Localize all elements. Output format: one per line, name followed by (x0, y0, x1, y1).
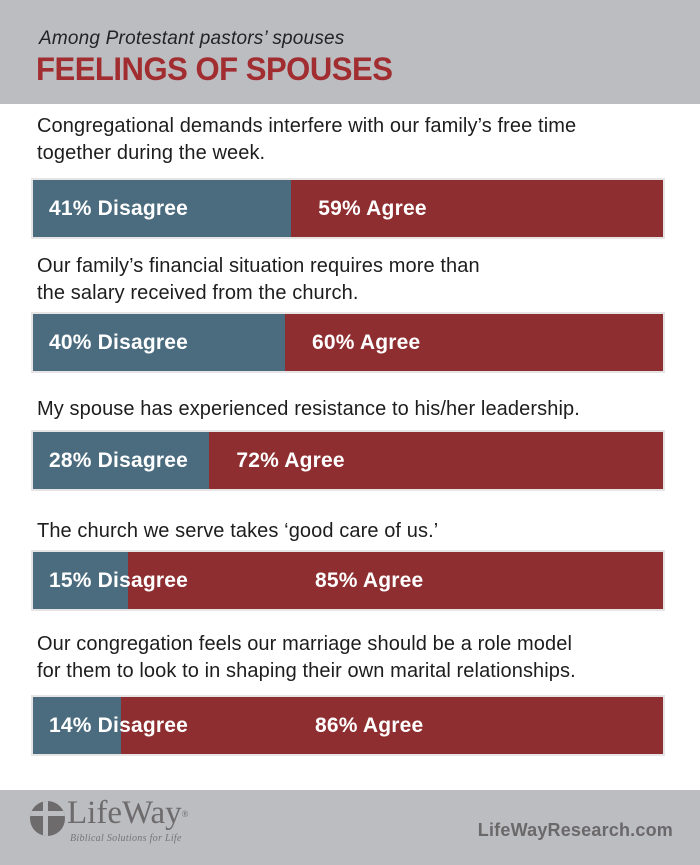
disagree-segment (33, 314, 285, 371)
disagree-segment (33, 432, 210, 489)
question-line: the salary received from the church. (37, 282, 359, 304)
disagree-segment (33, 180, 292, 237)
stacked-bar: 14% Disagree 86% Agree (31, 695, 665, 756)
question-line: Our congregation feels our marriage shou… (37, 633, 572, 655)
question-line: My spouse has experienced resistance to … (37, 398, 580, 420)
question-text: Our family’s financial situation require… (37, 253, 680, 307)
agree-label: 85% Agree (315, 569, 424, 592)
agree-label: 59% Agree (318, 197, 427, 220)
stacked-bar: 28% Disagree 72% Agree (31, 430, 665, 491)
footer-band: LifeWay® Biblical Solutions for Life Lif… (0, 790, 700, 865)
question-line: The church we serve takes ‘good care of … (37, 520, 439, 542)
lifeway-wordmark-text: LifeWay (67, 795, 182, 831)
lifeway-tagline: Biblical Solutions for Life (70, 833, 182, 844)
question-text: My spouse has experienced resistance to … (37, 396, 680, 423)
question-line: Our family’s financial situation require… (37, 255, 480, 277)
agree-label: 60% Agree (312, 331, 421, 354)
cross-vertical-bar (43, 801, 48, 836)
question-line: for them to look to in shaping their own… (37, 660, 576, 682)
agree-label: 72% Agree (236, 449, 345, 472)
cross-horizontal-bar (30, 811, 65, 816)
registered-mark: ® (181, 809, 189, 819)
question-text: Our congregation feels our marriage shou… (37, 631, 680, 685)
lifeway-globe-cross-icon (30, 801, 65, 836)
disagree-label: 14% Disagree (49, 714, 188, 737)
disagree-label: 41% Disagree (49, 197, 188, 220)
stacked-bar: 40% Disagree 60% Agree (31, 312, 665, 373)
disagree-label: 40% Disagree (49, 331, 188, 354)
disagree-label: 15% Disagree (49, 569, 188, 592)
header-band: Among Protestant pastors’ spouses FEELIN… (0, 0, 700, 104)
question-line: Congregational demands interfere with ou… (37, 115, 577, 137)
header-subtitle: Among Protestant pastors’ spouses (39, 28, 345, 49)
lifeway-research-url[interactable]: LifeWayResearch.com (477, 820, 673, 840)
disagree-segment (33, 552, 128, 609)
stacked-bar: 41% Disagree 59% Agree (31, 178, 665, 239)
disagree-label: 28% Disagree (49, 449, 188, 472)
question-text: Congregational demands interfere with ou… (37, 113, 680, 167)
question-text: The church we serve takes ‘good care of … (37, 518, 680, 545)
disagree-segment (33, 697, 122, 754)
lifeway-wordmark: LifeWay® (67, 795, 188, 832)
page-title: FEELINGS OF SPOUSES (36, 51, 393, 87)
question-line: together during the week. (37, 142, 266, 164)
agree-label: 86% Agree (315, 714, 424, 737)
stacked-bar: 15% Disagree 85% Agree (31, 550, 665, 611)
